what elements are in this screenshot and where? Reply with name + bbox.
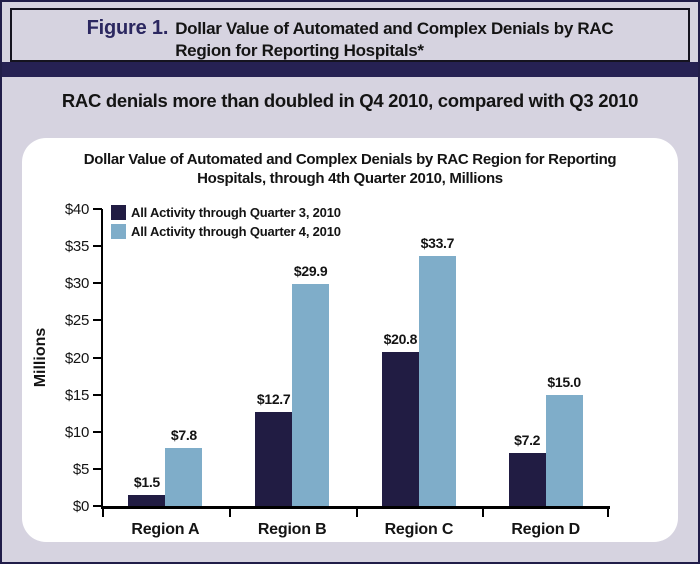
figure-number-label: Figure 1. [86, 17, 169, 39]
y-tick-mark [93, 208, 102, 210]
headline-text: RAC denials more than doubled in Q4 2010… [61, 90, 639, 111]
bar-value-label: $33.7 [420, 234, 455, 251]
x-tick-mark [607, 509, 609, 517]
bar-region-a-series1 [128, 494, 166, 506]
legend-label: All Activity through Quarter 3, 2010 [131, 205, 341, 220]
bar-value-label: $12.7 [256, 390, 291, 407]
y-tick-mark [93, 393, 102, 396]
chart-card: Dollar Value of Automated and Complex De… [22, 138, 678, 542]
y-tick-mark [93, 467, 102, 470]
bar-value-label: $7.2 [514, 431, 541, 448]
legend-swatch-icon [111, 205, 126, 220]
y-tick-mark [93, 319, 102, 322]
y-axis-line [101, 209, 103, 509]
y-tick-mark [93, 245, 102, 248]
y-tick-label: $10 [64, 423, 89, 441]
chart-title-line1: Dollar Value of Automated and Complex De… [83, 151, 617, 168]
bar-region-a-series2 [165, 448, 203, 506]
y-tick-mark [93, 356, 102, 359]
x-tick-mark [355, 509, 358, 517]
x-axis-label-region-d: Region D [511, 521, 580, 538]
chart-title: Dollar Value of Automated and Complex De… [22, 150, 678, 188]
chart-legend: All Activity through Quarter 3, 2010 All … [111, 205, 341, 243]
bar-region-b-series2 [292, 283, 330, 506]
x-tick-mark [482, 509, 485, 517]
legend-label: All Activity through Quarter 4, 2010 [131, 224, 341, 239]
figure-title-line1: Dollar Value of Automated and Complex De… [175, 19, 614, 38]
bar-region-d-series2 [545, 394, 583, 506]
chart-title-line2: Hospitals, through 4th Quarter 2010, Mil… [197, 170, 503, 187]
bar-region-c-series1 [381, 351, 419, 506]
figure-header: Figure 1. Dollar Value of Automated and … [10, 8, 690, 62]
y-tick-label: $35 [64, 238, 89, 256]
y-tick-label: $0 [72, 498, 89, 515]
legend-entry-1: All Activity through Quarter 3, 2010 [111, 205, 341, 220]
legend-swatch-icon [111, 224, 126, 239]
bar-region-d-series1 [508, 452, 546, 506]
y-tick-mark [93, 430, 102, 433]
y-tick-label: $5 [72, 460, 89, 478]
y-tick-label: $25 [64, 312, 89, 330]
x-axis-label-region-c: Region C [384, 521, 454, 538]
bar-value-label: $1.5 [133, 473, 160, 490]
y-tick-label: $15 [64, 386, 89, 404]
bar-region-c-series2 [418, 255, 456, 506]
bar-value-label: $7.8 [170, 427, 197, 444]
x-tick-mark [228, 509, 231, 517]
x-axis-label-region-a: Region A [131, 521, 200, 538]
bar-value-label: $29.9 [293, 262, 328, 279]
figure-title: Dollar Value of Automated and Complex De… [175, 18, 613, 62]
y-tick-mark [93, 505, 102, 507]
legend-entry-2: All Activity through Quarter 4, 2010 [111, 224, 341, 239]
y-tick-mark [93, 282, 102, 285]
bar-value-label: $20.8 [383, 330, 418, 347]
bar-value-label: $15.0 [547, 373, 581, 390]
figure-title-line2: Region for Reporting Hospitals* [175, 41, 424, 60]
x-axis-label-region-b: Region B [257, 521, 327, 538]
y-tick-label: $20 [64, 349, 89, 367]
divider-bar [2, 62, 698, 77]
x-tick-mark [102, 509, 104, 517]
bar-region-b-series1 [255, 411, 293, 506]
y-tick-label: $40 [64, 201, 89, 218]
y-tick-label: $30 [64, 275, 89, 293]
x-axis-line [101, 506, 610, 509]
